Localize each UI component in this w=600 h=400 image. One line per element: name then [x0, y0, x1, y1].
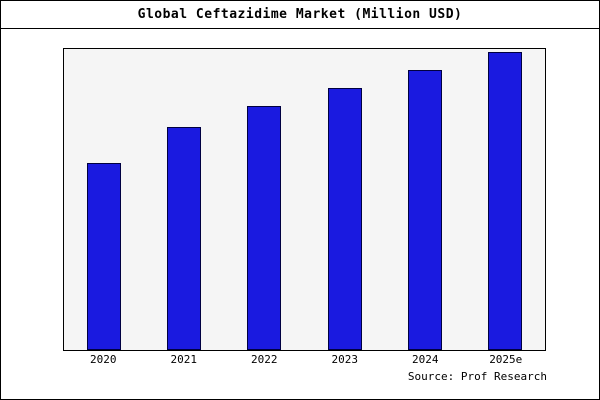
chart-title: Global Ceftazidime Market (Million USD)	[137, 7, 463, 22]
x-tick-2022: 2022	[251, 353, 278, 366]
source-credit: Source: Prof Research	[407, 370, 547, 383]
bar-2021	[167, 127, 202, 350]
x-tick-2021: 2021	[170, 353, 198, 366]
bar-2023	[327, 88, 362, 350]
bar-2022	[247, 106, 282, 350]
x-tick-2024: 2024	[412, 353, 439, 366]
bar-2024	[407, 70, 442, 350]
bar-slot-2023	[305, 49, 385, 350]
plot-area	[63, 48, 546, 351]
bar-2025e	[487, 52, 522, 350]
bar-slot-2022	[224, 49, 304, 350]
x-tick-2023: 2023	[331, 353, 359, 366]
bar-slot-2020	[64, 49, 144, 350]
x-tick-2025e: 2025e	[489, 353, 523, 366]
bar-slot-2024	[385, 49, 465, 350]
x-tick-2020: 2020	[90, 353, 117, 366]
bar-slot-2025e	[465, 49, 545, 350]
bar-slot-2021	[144, 49, 224, 350]
bar-2020	[87, 163, 122, 350]
x-axis-labels: 2020 2021 2022 2023 2024 2025e	[63, 353, 546, 366]
chart-title-bar: Global Ceftazidime Market (Million USD)	[1, 1, 599, 29]
